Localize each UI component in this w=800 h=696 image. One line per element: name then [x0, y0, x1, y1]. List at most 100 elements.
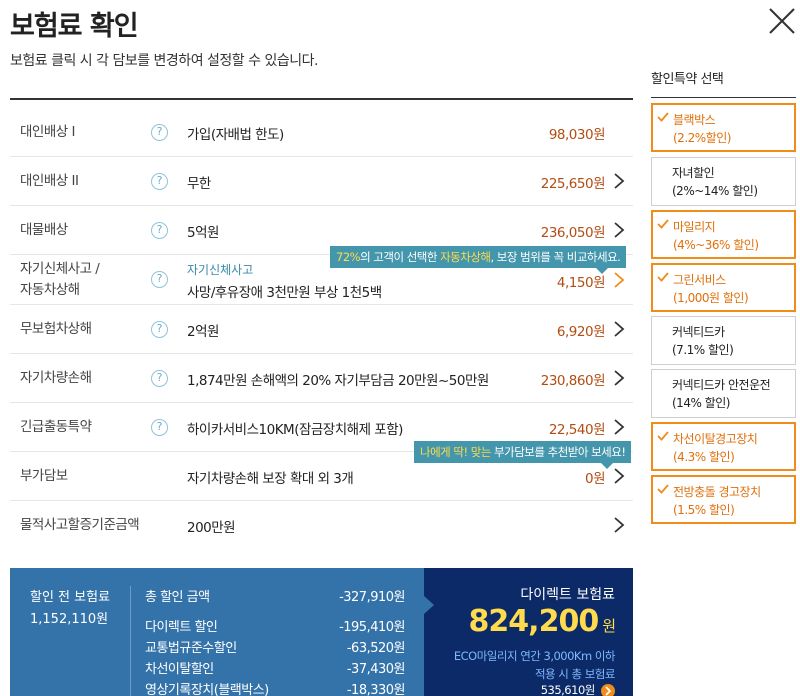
discount-options-title: 할인특약 선택 — [651, 72, 724, 87]
chevron-right-icon[interactable] — [613, 517, 625, 533]
discount-value: -327,910원 — [339, 590, 405, 605]
chevron-right-icon[interactable] — [613, 468, 625, 484]
premium-summary-panel: 할인 전 보험료 1,152,110원 총 할인 금액 -327,910원 다이… — [10, 568, 633, 696]
discount-label: 차선이탈할인 — [145, 662, 214, 677]
option-name: 블랙박스 — [673, 113, 716, 127]
tooltip-highlight: 자동차상해 — [440, 250, 491, 264]
discount-label: 총 할인 금액 — [145, 590, 210, 605]
coverage-value[interactable]: 1,874만원 손해액의 20% 자기부담금 20만원~50만원 — [187, 373, 489, 389]
option-name: 차선이탈경고장치 — [673, 432, 758, 446]
option-name: 전방충돌 경고장치 — [673, 485, 761, 499]
direct-premium-unit: 원 — [602, 617, 616, 635]
coverage-label: 자기차량손해 — [20, 370, 92, 386]
coverage-row-property[interactable]: 대물배상 ? 5억원 236,050원 — [10, 206, 633, 255]
option-rate: (2%~14% 할인) — [672, 184, 758, 198]
discount-option-connected-car-safe[interactable]: 커넥티드카 안전운전 (14% 할인) — [651, 369, 796, 418]
coverage-row-bodily-1: 대인배상 Ⅰ ? 가입(자배법 한도) 98,030원 — [10, 108, 633, 157]
coverage-row-uninsured[interactable]: 무보험차상해 ? 2억원 6,920원 — [10, 305, 633, 354]
chevron-right-icon[interactable] — [613, 419, 625, 435]
chevron-right-icon[interactable] — [613, 222, 625, 238]
chevron-right-icon[interactable] — [613, 370, 625, 386]
check-icon — [657, 484, 669, 494]
check-icon — [657, 272, 669, 282]
help-icon[interactable]: ? — [151, 370, 168, 387]
coverage-value[interactable]: 가입(자배법 한도) — [187, 127, 284, 143]
chevron-right-icon[interactable] — [613, 173, 625, 189]
summary-notch — [424, 596, 434, 614]
coverage-row-addons[interactable]: 부가담보 자기차량손해 보장 확대 외 3개 0원 — [10, 452, 633, 501]
direct-premium-box — [424, 568, 633, 696]
page-title: 보험료 확인 — [10, 11, 139, 42]
coverage-amount[interactable]: 225,650원 — [540, 176, 606, 192]
option-name: 커넥티드카 안전운전 — [672, 378, 771, 392]
discount-option-green-service[interactable]: 그린서비스 (1,000원 할인) — [651, 263, 796, 312]
option-rate: (1.5% 할인) — [673, 503, 735, 517]
discount-label: 영상기록장치(블랙박스) — [145, 683, 269, 696]
coverage-label: 무보험차상해 — [20, 321, 92, 337]
direct-premium-label: 다이렉트 보험료 — [520, 587, 615, 603]
pre-discount-amount: 1,152,110원 — [30, 612, 109, 627]
coverage-sub-value: 자기신체사고 — [187, 263, 254, 277]
eco-mileage-amount-row[interactable]: 535,610원 — [424, 682, 633, 696]
discount-value: -37,430원 — [346, 662, 406, 677]
discount-option-forward-collision[interactable]: 전방충돌 경고장치 (1.5% 할인) — [651, 475, 796, 524]
check-icon — [657, 112, 669, 122]
coverage-value[interactable]: 하이카서비스10KM(잠금장치해제 포함) — [187, 422, 403, 438]
discount-line: 교통법규준수할인 -63,520원 — [145, 637, 406, 656]
check-icon — [657, 431, 669, 441]
chevron-right-icon[interactable] — [613, 321, 625, 337]
eco-mileage-amount[interactable]: 535,610원 — [540, 683, 596, 696]
discount-line: 다이렉트 할인 -195,410원 — [145, 616, 405, 635]
help-icon[interactable]: ? — [151, 419, 168, 436]
coverage-value[interactable]: 사망/후유장애 3천만원 부상 1천5백 — [187, 285, 382, 301]
coverage-row-property-threshold[interactable]: 물적사고할증기준금액 200만원 — [10, 501, 633, 550]
help-icon[interactable]: ? — [151, 271, 168, 288]
coverage-value[interactable]: 무한 — [187, 176, 211, 192]
help-icon[interactable]: ? — [151, 124, 168, 141]
option-rate: (2.2%할인) — [673, 131, 731, 145]
coverage-label: 대인배상 Ⅰ — [20, 124, 75, 140]
page-subtitle: 보험료 클릭 시 각 담보를 변경하여 설정할 수 있습니다. — [10, 53, 318, 69]
eco-mileage-line2: 적용 시 총 보험료 — [534, 667, 616, 681]
coverage-value[interactable]: 2억원 — [187, 324, 219, 340]
tooltip-highlight: 72% — [336, 250, 361, 264]
help-icon[interactable]: ? — [151, 222, 168, 239]
direct-premium-value: 824,200 — [468, 604, 600, 639]
discount-option-lane-departure[interactable]: 차선이탈경고장치 (4.3% 할인) — [651, 422, 796, 471]
coverage-amount[interactable]: 4,150원 — [556, 275, 606, 291]
chevron-right-icon[interactable] — [613, 272, 625, 288]
coverage-amount[interactable]: 22,540원 — [548, 422, 606, 438]
close-icon[interactable] — [767, 6, 797, 36]
recommend-tooltip-auto-injury[interactable]: 72%의 고객이 선택한 자동차상해, 보장 범위를 꼭 비교하세요. — [330, 246, 627, 274]
coverage-label: 긴급출동특약 — [20, 419, 92, 435]
discount-option-child[interactable]: 자녀할인 (2%~14% 할인) — [651, 157, 796, 206]
coverage-row-emergency[interactable]: 긴급출동특약 ? 하이카서비스10KM(잠금장치해제 포함) 22,540원 — [10, 403, 633, 452]
coverage-value[interactable]: 자기차량손해 보장 확대 외 3개 — [187, 471, 354, 487]
coverage-amount[interactable]: 0원 — [584, 471, 606, 487]
coverage-amount[interactable]: 230,860원 — [540, 373, 606, 389]
coverage-value[interactable]: 5억원 — [187, 225, 219, 241]
discount-value: -63,520원 — [346, 641, 406, 656]
coverage-amount[interactable]: 98,030원 — [548, 127, 606, 143]
option-rate: (4.3% 할인) — [673, 450, 735, 464]
coverage-amount[interactable]: 6,920원 — [556, 324, 606, 340]
recommend-tooltip-addons[interactable]: 나에게 딱! 맞는 부가담보를 추천받아 보세요! — [414, 441, 632, 469]
coverage-label: 대물배상 — [20, 222, 68, 238]
tooltip-highlight: 나에게 딱! 맞는 — [420, 445, 491, 459]
option-name: 커넥티드카 — [672, 325, 725, 339]
chevron-right-icon[interactable] — [601, 683, 615, 696]
discount-option-blackbox[interactable]: 블랙박스 (2.2%할인) — [651, 103, 796, 152]
coverage-row-own-vehicle[interactable]: 자기차량손해 ? 1,874만원 손해액의 20% 자기부담금 20만원~50만… — [10, 354, 633, 403]
tooltip-text: 부가담보를 추천받아 보세요! — [490, 445, 626, 459]
coverage-label: 물적사고할증기준금액 — [20, 517, 140, 533]
help-icon[interactable]: ? — [151, 321, 168, 338]
coverage-amount[interactable]: 236,050원 — [540, 225, 606, 241]
discount-option-mileage[interactable]: 마일리지 (4%~36% 할인) — [651, 210, 796, 259]
option-rate: (1,000원 할인) — [673, 291, 749, 305]
tooltip-text: 의 고객이 선택한 — [360, 250, 441, 264]
help-icon[interactable]: ? — [151, 173, 168, 190]
discount-option-connected-car[interactable]: 커넥티드카 (7.1% 할인) — [651, 316, 796, 365]
coverage-value[interactable]: 200만원 — [187, 520, 236, 536]
coverage-row-self-injury[interactable]: 자기신체사고 / 자동차상해 ? 자기신체사고 사망/후유장애 3천만원 부상 … — [10, 255, 633, 305]
coverage-row-bodily-2[interactable]: 대인배상 II ? 무한 225,650원 — [10, 157, 633, 206]
